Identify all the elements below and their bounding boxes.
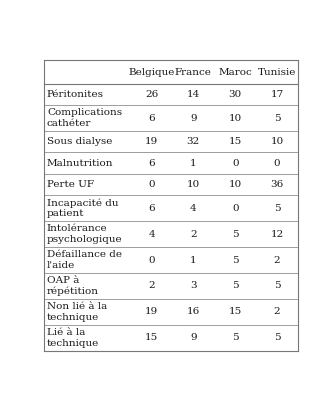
- Text: Lié à la
technique: Lié à la technique: [47, 328, 99, 348]
- Text: Intolérance
psychologique: Intolérance psychologique: [47, 224, 123, 244]
- Text: 14: 14: [187, 90, 200, 99]
- Text: 32: 32: [187, 137, 200, 146]
- Text: 0: 0: [232, 204, 238, 213]
- Text: 6: 6: [148, 204, 155, 213]
- Text: 17: 17: [271, 90, 284, 99]
- Text: 16: 16: [187, 308, 200, 316]
- Text: 36: 36: [271, 180, 284, 189]
- Text: 9: 9: [190, 113, 197, 123]
- Text: Tunisie: Tunisie: [258, 67, 296, 77]
- Text: 2: 2: [148, 282, 155, 290]
- Text: 12: 12: [271, 230, 284, 239]
- Text: Belgique: Belgique: [128, 67, 175, 77]
- Text: 2: 2: [190, 230, 197, 239]
- Text: Non lié à la
technique: Non lié à la technique: [47, 302, 107, 322]
- Text: 0: 0: [274, 159, 281, 168]
- Text: 5: 5: [232, 255, 238, 265]
- Text: France: France: [175, 67, 212, 77]
- Text: Maroc: Maroc: [218, 67, 252, 77]
- Text: 5: 5: [274, 333, 281, 342]
- Text: 6: 6: [148, 113, 155, 123]
- Text: 3: 3: [190, 282, 197, 290]
- Text: 1: 1: [190, 159, 197, 168]
- Text: 0: 0: [232, 159, 238, 168]
- Text: 5: 5: [274, 204, 281, 213]
- Text: Sous dialyse: Sous dialyse: [47, 137, 112, 146]
- Text: Défaillance de
l'aide: Défaillance de l'aide: [47, 250, 122, 270]
- Text: 15: 15: [228, 308, 242, 316]
- Text: Complications
cathéter: Complications cathéter: [47, 108, 122, 128]
- Text: 10: 10: [187, 180, 200, 189]
- Text: 5: 5: [274, 113, 281, 123]
- Text: 6: 6: [148, 159, 155, 168]
- Text: 5: 5: [232, 282, 238, 290]
- Text: 5: 5: [232, 230, 238, 239]
- Text: 2: 2: [274, 255, 281, 265]
- Text: 10: 10: [228, 180, 242, 189]
- Text: 19: 19: [145, 308, 158, 316]
- Text: 2: 2: [274, 308, 281, 316]
- Text: 1: 1: [190, 255, 197, 265]
- Text: 19: 19: [145, 137, 158, 146]
- Text: Péritonites: Péritonites: [47, 90, 104, 99]
- Text: Malnutrition: Malnutrition: [47, 159, 114, 168]
- Text: 4: 4: [148, 230, 155, 239]
- Text: 26: 26: [145, 90, 158, 99]
- Text: 5: 5: [274, 282, 281, 290]
- Text: 30: 30: [228, 90, 242, 99]
- Text: Perte UF: Perte UF: [47, 180, 94, 189]
- Text: 4: 4: [190, 204, 197, 213]
- Text: 0: 0: [148, 180, 155, 189]
- Text: 0: 0: [148, 255, 155, 265]
- Text: 5: 5: [232, 333, 238, 342]
- Text: OAP à
répétition: OAP à répétition: [47, 276, 99, 296]
- Text: 15: 15: [228, 137, 242, 146]
- Text: Incapacité du
patient: Incapacité du patient: [47, 198, 119, 219]
- Text: 10: 10: [228, 113, 242, 123]
- Text: 15: 15: [145, 333, 158, 342]
- Text: 10: 10: [271, 137, 284, 146]
- Text: 9: 9: [190, 333, 197, 342]
